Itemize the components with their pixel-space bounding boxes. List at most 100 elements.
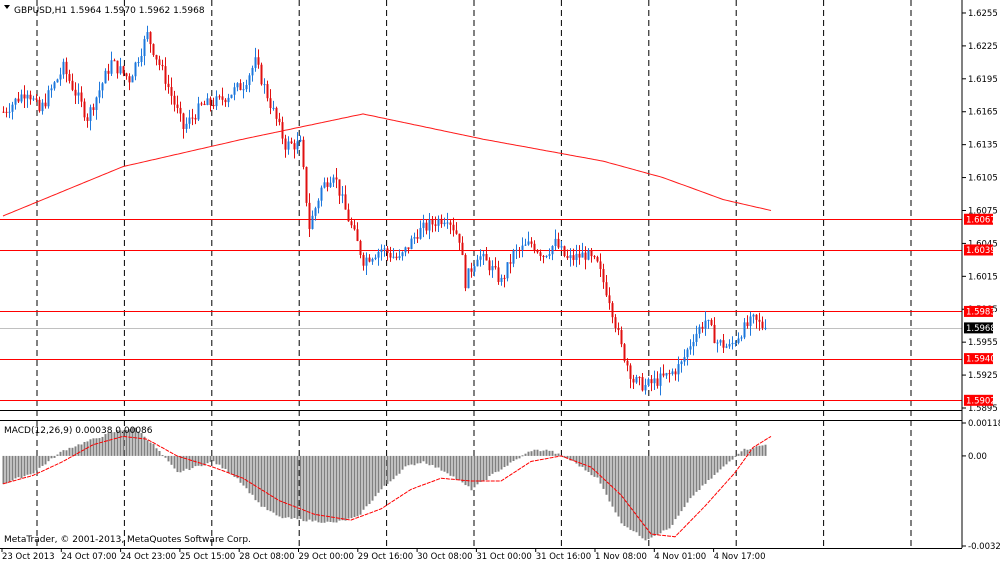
macd-bar — [95, 438, 98, 456]
time-tick-label: 28 Oct 08:00 — [239, 552, 294, 562]
candle-body — [116, 60, 119, 74]
macd-bar — [209, 455, 212, 462]
macd-bar — [17, 455, 20, 478]
candle-body — [536, 250, 539, 253]
macd-bar — [347, 455, 350, 519]
time-tick-label: 23 Oct 2013 — [2, 552, 55, 562]
macd-bar — [254, 455, 257, 501]
macd-bar — [575, 455, 578, 464]
macd-bar — [128, 429, 131, 456]
candle-body — [386, 248, 389, 254]
macd-bar — [152, 443, 155, 456]
macd-bar — [617, 455, 620, 517]
macd-bar — [155, 448, 158, 456]
collapse-arrow-icon[interactable] — [4, 5, 10, 9]
macd-bar — [554, 453, 557, 456]
level-label: 1.6067 — [966, 215, 996, 225]
time-tick-label: 1 Nov 08:00 — [595, 552, 647, 562]
candle-body — [650, 379, 653, 384]
current-price-box — [964, 322, 993, 334]
macd-bar — [680, 455, 683, 512]
macd-bar — [602, 455, 605, 489]
macd-bar — [359, 455, 362, 515]
macd-bar — [461, 455, 464, 483]
macd-bar — [329, 455, 332, 523]
candle-body — [425, 222, 428, 231]
candle-body — [62, 61, 65, 75]
macd-bar — [305, 455, 308, 522]
macd-bar — [107, 433, 110, 456]
macd-bar — [413, 455, 416, 466]
candle-body — [428, 219, 431, 231]
candle-body — [146, 32, 149, 40]
price-tick-label: 1.5955 — [968, 338, 998, 348]
macd-bar — [722, 455, 725, 467]
candle-body — [563, 246, 566, 256]
candle-body — [362, 254, 365, 266]
macd-bar — [596, 455, 599, 478]
candle-body — [656, 378, 659, 386]
macd-bar — [356, 455, 359, 517]
macd-bar — [11, 455, 14, 481]
candle-body — [32, 98, 35, 100]
macd-bar — [53, 455, 56, 458]
macd-bar — [734, 455, 737, 457]
macd-bar — [713, 455, 716, 475]
macd-bar — [725, 455, 728, 465]
macd-bar — [203, 455, 206, 466]
candle-body — [617, 327, 620, 331]
candle-body — [266, 84, 269, 99]
time-tick-label: 31 Oct 00:00 — [476, 552, 531, 562]
macd-bar — [404, 455, 407, 467]
copyright-text: MetaTrader, © 2001-2013, MetaQuotes Soft… — [4, 535, 251, 545]
candle-body — [44, 102, 47, 107]
candle-body — [557, 238, 560, 248]
candle-body — [404, 247, 407, 253]
candle-body — [194, 117, 197, 120]
macd-tick-label: -0.00323 — [968, 542, 1000, 552]
candle-body — [131, 76, 134, 83]
macd-bar — [170, 455, 173, 465]
candle-body — [128, 76, 131, 83]
candle-body — [686, 349, 689, 358]
candle-body — [626, 360, 629, 366]
candle-body — [203, 103, 206, 105]
macd-bar — [65, 450, 68, 456]
candle-body — [659, 373, 662, 386]
macd-bar — [275, 455, 278, 516]
candle-body — [47, 90, 50, 107]
candle-body — [458, 233, 461, 243]
candle-body — [101, 83, 104, 91]
candle-body — [350, 221, 353, 226]
macd-bar — [758, 445, 761, 456]
candle-body — [125, 73, 128, 77]
macd-bar — [116, 430, 119, 456]
macd-bar — [416, 455, 419, 464]
macd-bar — [62, 450, 65, 456]
candle-body — [143, 39, 146, 57]
price-tick-label: 1.5925 — [968, 371, 998, 381]
macd-bar — [629, 455, 632, 530]
candle-body — [272, 107, 275, 109]
macd-bar — [125, 430, 128, 456]
candle-body — [284, 138, 287, 150]
macd-bar — [176, 455, 179, 473]
candle-body — [380, 249, 383, 252]
macd-bar — [752, 448, 755, 456]
candle-body — [323, 182, 326, 188]
macd-bar — [521, 455, 524, 457]
macd-bar — [92, 438, 95, 456]
candle-body — [653, 378, 656, 384]
candle-body — [119, 66, 122, 74]
candle-body — [668, 373, 671, 375]
candle-body — [479, 256, 482, 260]
candle-body — [554, 238, 557, 247]
macd-bar — [185, 455, 188, 469]
candle-body — [287, 141, 290, 150]
macd-histogram — [2, 427, 767, 541]
candle-body — [158, 59, 161, 65]
macd-bar — [371, 455, 374, 501]
candle-body — [110, 60, 113, 74]
candle-body — [65, 61, 68, 75]
